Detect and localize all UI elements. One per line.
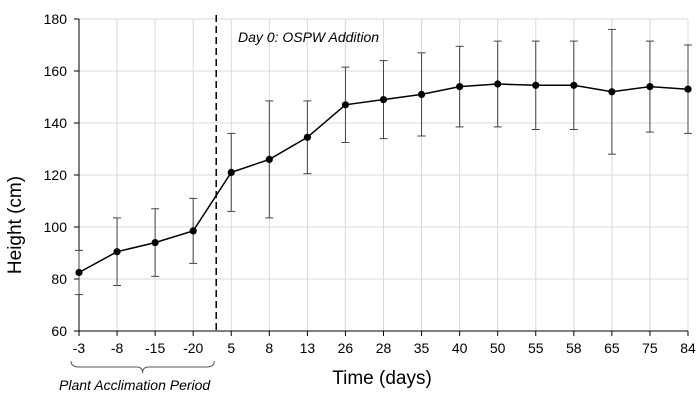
- data-point: [189, 227, 197, 235]
- data-point: [646, 83, 654, 91]
- data-point: [75, 268, 83, 277]
- x-tick-label: 26: [338, 340, 354, 356]
- data-point: [113, 248, 121, 256]
- data-point: [532, 81, 540, 89]
- data-point: [494, 80, 502, 88]
- data-point: [456, 83, 464, 91]
- series-layer: [75, 15, 692, 331]
- y-tick-label: 180: [44, 11, 68, 27]
- x-tick-label: 84: [680, 340, 696, 356]
- y-tick-label: 160: [44, 63, 68, 79]
- x-tick-label: 65: [604, 340, 620, 356]
- label-layer: Time (days) Height (cm) Day 0: OSPW Addi…: [5, 29, 432, 393]
- x-tick-label: -3: [73, 340, 86, 356]
- x-axis-title: Time (days): [332, 368, 432, 389]
- data-point: [608, 88, 616, 96]
- x-tick-label: 28: [376, 340, 392, 356]
- x-tick-label: -15: [145, 340, 165, 356]
- grid-layer: [79, 18, 689, 331]
- data-point: [417, 90, 426, 98]
- y-axis-title: Height (cm): [5, 176, 26, 274]
- y-tick-label: 80: [51, 271, 67, 287]
- x-tick-label: 40: [452, 340, 468, 356]
- x-tick-label: 75: [642, 340, 658, 356]
- y-tick-label: 100: [44, 219, 68, 235]
- x-tick-label: 5: [227, 340, 235, 356]
- data-point: [151, 239, 159, 247]
- day0-annotation: Day 0: OSPW Addition: [238, 29, 379, 45]
- x-tick-label: 58: [566, 340, 582, 356]
- data-point: [684, 85, 692, 93]
- x-tick-label: 35: [414, 340, 430, 356]
- data-point: [227, 168, 235, 176]
- y-tick-label: 120: [44, 167, 68, 183]
- x-tick-label: 50: [490, 340, 506, 356]
- data-point: [379, 96, 388, 104]
- acclimation-period-label: Plant Acclimation Period: [59, 377, 211, 393]
- x-tick-label: 13: [300, 340, 316, 356]
- x-tick-label: -8: [111, 340, 124, 356]
- data-point: [303, 133, 311, 141]
- x-tick-label: 55: [528, 340, 544, 356]
- y-tick-label: 140: [44, 115, 68, 131]
- x-tick-label: 8: [265, 340, 273, 356]
- data-point: [570, 81, 578, 89]
- data-point: [265, 155, 273, 163]
- x-tick-label: -20: [183, 340, 203, 356]
- data-point: [341, 101, 350, 109]
- y-tick-label: 60: [51, 323, 67, 339]
- acclimation-bracket: [70, 360, 215, 374]
